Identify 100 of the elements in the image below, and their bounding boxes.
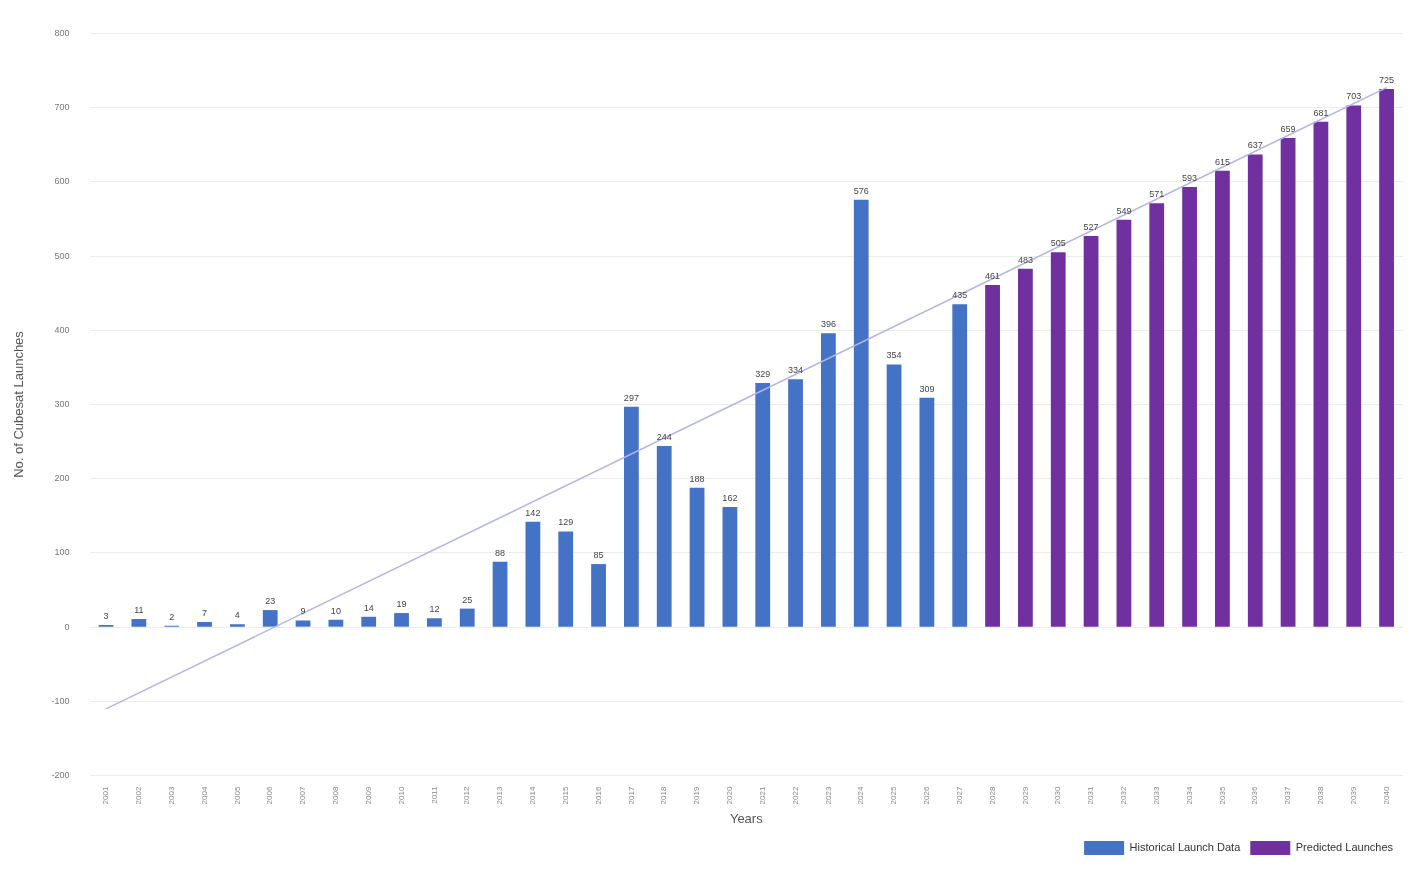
bar xyxy=(197,621,212,627)
data-label: 88 xyxy=(495,547,506,558)
bar xyxy=(1346,105,1362,627)
legend-label: Predicted Launches xyxy=(1295,841,1394,854)
x-tick-label: 2004 xyxy=(199,786,209,805)
x-tick-label: 2039 xyxy=(1348,786,1358,805)
x-tick-label: 2011 xyxy=(429,786,439,804)
data-label: 25 xyxy=(462,594,473,605)
bar xyxy=(1149,203,1165,627)
x-tick-label: 2005 xyxy=(232,786,242,805)
x-tick-label: 2021 xyxy=(757,786,767,805)
x-tick-label: 2040 xyxy=(1381,786,1391,805)
y-tick-label: 500 xyxy=(54,250,70,261)
bar xyxy=(426,618,442,627)
data-label: 9 xyxy=(300,606,306,617)
data-label: 12 xyxy=(429,604,440,615)
bar xyxy=(492,561,508,627)
x-tick-label: 2022 xyxy=(790,786,800,805)
bar xyxy=(1247,154,1263,627)
data-label: 334 xyxy=(788,365,804,376)
data-label: 681 xyxy=(1313,107,1329,118)
bar xyxy=(985,285,1000,627)
bar xyxy=(755,382,771,627)
y-tick-label: 300 xyxy=(54,398,70,409)
y-tick-label: -200 xyxy=(51,770,70,781)
x-tick-label: 2030 xyxy=(1053,786,1063,805)
x-tick-label: 2019 xyxy=(692,786,702,805)
bar xyxy=(558,531,574,627)
data-label: 703 xyxy=(1346,91,1362,102)
bar xyxy=(722,506,738,627)
x-tick-label: 2018 xyxy=(659,786,669,805)
x-tick-label: 2012 xyxy=(462,786,472,805)
data-label: 637 xyxy=(1247,140,1263,151)
x-tick-label: 2014 xyxy=(528,786,538,805)
x-tick-label: 2007 xyxy=(298,786,308,805)
data-label: 23 xyxy=(265,596,276,607)
x-tick-label: 2037 xyxy=(1283,786,1293,805)
data-label: 142 xyxy=(525,507,541,518)
bar xyxy=(1083,236,1099,627)
x-tick-label: 2029 xyxy=(1020,786,1030,805)
x-tick-label: 2013 xyxy=(495,786,505,805)
data-label: 2 xyxy=(169,611,175,622)
data-label: 188 xyxy=(689,473,705,484)
data-label: 85 xyxy=(593,550,604,561)
bar xyxy=(1313,121,1329,627)
x-axis-title: Years xyxy=(729,810,764,826)
bar xyxy=(394,613,409,627)
data-label: 576 xyxy=(853,185,869,196)
x-tick-label: 2003 xyxy=(166,786,176,805)
x-tick-label: 2008 xyxy=(331,786,341,805)
data-label: 4 xyxy=(234,610,240,621)
data-label: 14 xyxy=(363,602,374,613)
bar xyxy=(919,397,935,627)
x-tick-label: 2001 xyxy=(101,786,111,805)
x-tick-label: 2035 xyxy=(1217,786,1227,805)
legend-label: Historical Launch Data xyxy=(1129,841,1242,854)
x-tick-label: 2038 xyxy=(1316,786,1326,805)
bar xyxy=(131,619,147,627)
x-tick-label: 2017 xyxy=(626,786,636,805)
bar xyxy=(689,487,705,627)
y-tick-label: -100 xyxy=(51,695,70,706)
data-label: 461 xyxy=(985,270,1001,281)
data-label: 244 xyxy=(656,432,672,443)
data-label: 7 xyxy=(202,607,208,618)
bar xyxy=(262,610,278,627)
data-label: 659 xyxy=(1280,124,1296,135)
x-tick-label: 2023 xyxy=(823,786,833,805)
data-label: 435 xyxy=(952,290,968,301)
data-label: 329 xyxy=(755,368,771,379)
bar xyxy=(1280,138,1296,627)
y-tick-label: 100 xyxy=(54,547,70,558)
bar xyxy=(328,619,344,627)
bar xyxy=(361,616,377,627)
bar xyxy=(459,608,475,627)
y-tick-label: 200 xyxy=(54,473,70,484)
data-label: 11 xyxy=(134,604,144,615)
bar xyxy=(1018,268,1033,627)
x-tick-label: 2026 xyxy=(922,786,932,805)
data-label: 297 xyxy=(623,392,639,403)
x-tick-label: 2031 xyxy=(1086,786,1096,805)
x-tick-label: 2036 xyxy=(1250,786,1260,805)
x-tick-label: 2033 xyxy=(1151,786,1161,805)
data-label: 483 xyxy=(1017,254,1033,265)
x-tick-label: 2025 xyxy=(889,786,899,805)
x-tick-label: 2020 xyxy=(725,786,735,805)
x-tick-label: 2034 xyxy=(1184,786,1194,805)
data-label: 162 xyxy=(722,492,738,503)
x-tick-label: 2016 xyxy=(593,786,603,805)
bar xyxy=(1116,219,1132,627)
x-tick-label: 2032 xyxy=(1119,786,1129,805)
data-label: 571 xyxy=(1149,189,1165,200)
x-tick-label: 2002 xyxy=(134,786,144,805)
y-tick-label: 400 xyxy=(54,324,70,335)
x-tick-label: 2024 xyxy=(856,786,866,805)
x-tick-label: 2015 xyxy=(560,786,570,805)
bar xyxy=(295,620,311,627)
data-label: 129 xyxy=(558,517,574,528)
y-tick-label: 800 xyxy=(54,27,70,38)
bar xyxy=(788,379,803,627)
bar xyxy=(624,406,639,627)
